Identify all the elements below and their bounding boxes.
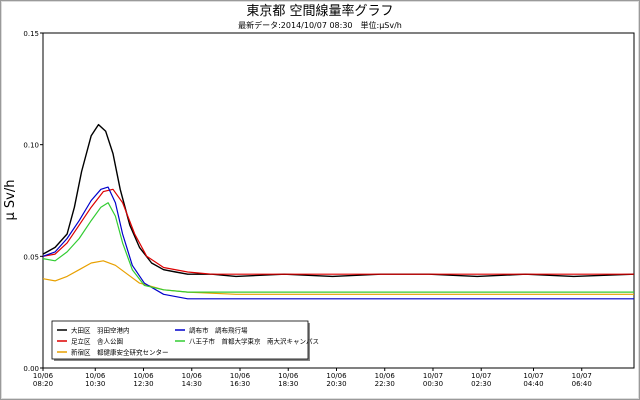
x-tick-date: 10/06 (230, 372, 251, 380)
x-tick-time: 22:30 (375, 380, 395, 388)
legend-label: 新宿区 都健康安全研究センター (71, 348, 169, 357)
x-tick-time: 14:30 (182, 380, 202, 388)
chart-title: 東京都 空間線量率グラフ (246, 3, 393, 19)
y-tick-label: 0.15 (23, 30, 39, 38)
x-tick-time: 18:30 (278, 380, 298, 388)
x-tick-date: 10/06 (326, 372, 347, 380)
legend-label: 八王子市 首都大学東京 南大沢キャンパス (189, 337, 319, 346)
x-tick-date: 10/07 (572, 372, 592, 380)
x-tick-date: 10/07 (471, 372, 491, 380)
x-tick-time: 02:30 (471, 380, 491, 388)
x-tick-date: 10/06 (133, 372, 154, 380)
chart-subtitle: 最新データ:2014/10/07 08:30 単位:μSv/h (238, 20, 402, 30)
legend-box (51, 320, 309, 360)
y-tick-label: 0.05 (23, 253, 39, 261)
x-tick-time: 16:30 (230, 380, 250, 388)
x-tick-time: 10:30 (85, 380, 105, 388)
x-tick-date: 10/06 (375, 372, 396, 380)
legend-label: 足立区 舎人公園 (71, 337, 123, 346)
x-tick-date: 10/06 (182, 372, 203, 380)
x-tick-date: 10/07 (423, 372, 443, 380)
legend-label: 大田区 羽田空港内 (71, 326, 130, 335)
x-tick-time: 08:20 (33, 380, 53, 388)
series-line (42, 188, 634, 275)
y-axis-label: μ Sv/h (3, 180, 18, 221)
x-tick-date: 10/06 (278, 372, 299, 380)
x-tick-time: 12:30 (133, 380, 153, 388)
plot-border (42, 32, 635, 369)
series-line (42, 202, 634, 293)
series-line (42, 186, 634, 300)
plot-area: 0.000.050.100.1510/0608:2010/0610:3010/0… (23, 30, 635, 388)
x-tick-date: 10/07 (523, 372, 543, 380)
x-tick-time: 00:30 (423, 380, 443, 388)
x-tick-time: 20:30 (326, 380, 346, 388)
x-tick-time: 06:40 (572, 380, 592, 388)
y-tick-label: 0.00 (23, 365, 39, 373)
y-tick-label: 0.10 (23, 142, 39, 150)
x-tick-time: 04:40 (523, 380, 543, 388)
x-tick-date: 10/06 (33, 372, 54, 380)
x-tick-date: 10/06 (85, 372, 106, 380)
legend-label: 調布市 調布飛行場 (189, 326, 248, 335)
